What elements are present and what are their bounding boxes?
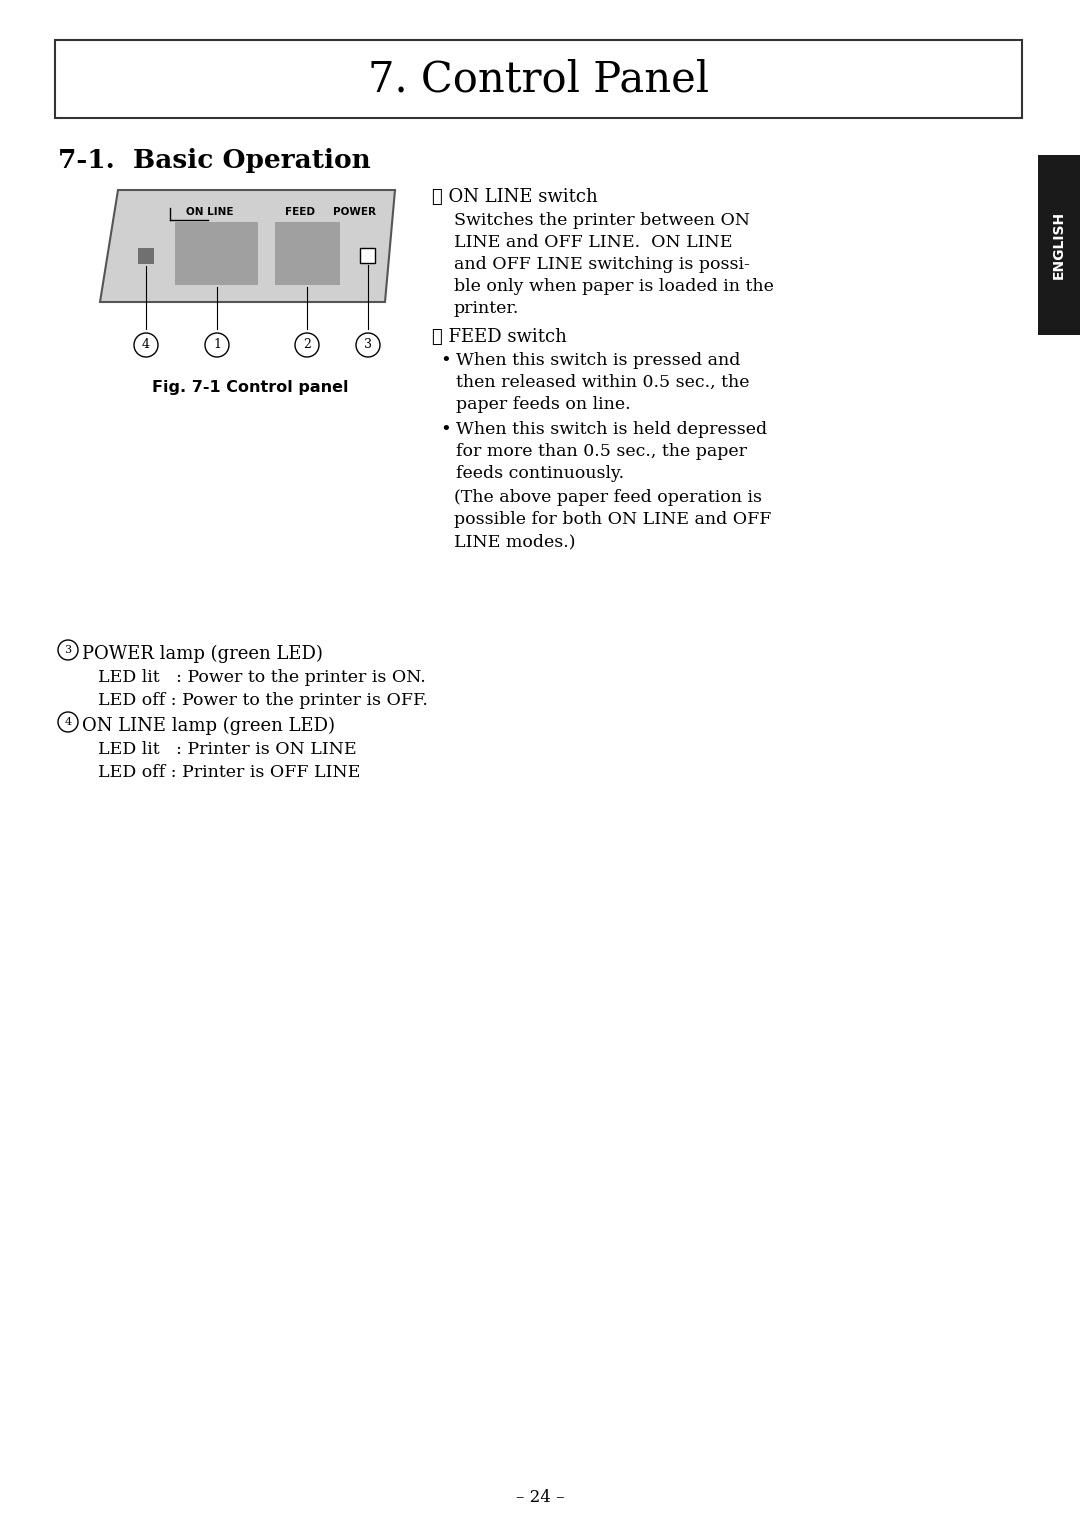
Bar <box>275 222 340 284</box>
Text: ② FEED switch: ② FEED switch <box>432 329 567 346</box>
Text: – 24 –: – 24 – <box>516 1489 564 1506</box>
Text: for more than 0.5 sec., the paper: for more than 0.5 sec., the paper <box>456 443 747 460</box>
Text: LED lit   : Printer is ON LINE: LED lit : Printer is ON LINE <box>98 742 356 758</box>
Text: •: • <box>440 352 450 370</box>
Text: and OFF LINE switching is possi-: and OFF LINE switching is possi- <box>454 255 750 274</box>
Text: 4: 4 <box>65 717 71 726</box>
Text: 2: 2 <box>303 338 311 352</box>
Text: possible for both ON LINE and OFF: possible for both ON LINE and OFF <box>454 511 771 528</box>
Text: 3: 3 <box>65 645 71 654</box>
Text: paper feeds on line.: paper feeds on line. <box>456 396 631 413</box>
Text: LED lit   : Power to the printer is ON.: LED lit : Power to the printer is ON. <box>98 670 426 687</box>
Bar <box>360 248 375 263</box>
Text: 1: 1 <box>213 338 221 352</box>
Text: ENGLISH: ENGLISH <box>1052 211 1066 280</box>
Text: Switches the printer between ON: Switches the printer between ON <box>454 213 750 229</box>
Text: ble only when paper is loaded in the: ble only when paper is loaded in the <box>454 278 774 295</box>
Text: When this switch is pressed and: When this switch is pressed and <box>456 352 741 368</box>
Text: 3: 3 <box>364 338 372 352</box>
Text: LINE and OFF LINE.  ON LINE: LINE and OFF LINE. ON LINE <box>454 234 732 251</box>
Text: LED off : Power to the printer is OFF.: LED off : Power to the printer is OFF. <box>98 693 428 709</box>
Text: Fig. 7-1 Control panel: Fig. 7-1 Control panel <box>152 381 348 394</box>
Text: feeds continuously.: feeds continuously. <box>456 465 624 482</box>
Text: ON LINE: ON LINE <box>186 206 233 217</box>
Bar <box>175 222 258 284</box>
Bar <box>138 248 154 265</box>
Text: POWER lamp (green LED): POWER lamp (green LED) <box>82 645 323 664</box>
Text: (The above paper feed operation is: (The above paper feed operation is <box>454 489 762 506</box>
Text: When this switch is held depressed: When this switch is held depressed <box>456 420 767 437</box>
Text: then released within 0.5 sec., the: then released within 0.5 sec., the <box>456 375 750 391</box>
Text: •: • <box>440 420 450 439</box>
Text: FEED: FEED <box>285 206 315 217</box>
Text: printer.: printer. <box>454 300 519 317</box>
Text: POWER: POWER <box>334 206 377 217</box>
Text: ① ON LINE switch: ① ON LINE switch <box>432 188 597 206</box>
Text: 4: 4 <box>141 338 150 352</box>
Text: LINE modes.): LINE modes.) <box>454 534 576 550</box>
Text: 7-1.  Basic Operation: 7-1. Basic Operation <box>58 148 370 173</box>
Bar <box>55 40 1022 118</box>
Text: 7. Control Panel: 7. Control Panel <box>368 58 710 99</box>
Text: LED off : Printer is OFF LINE: LED off : Printer is OFF LINE <box>98 764 361 781</box>
Polygon shape <box>100 190 395 303</box>
Text: ON LINE lamp (green LED): ON LINE lamp (green LED) <box>82 717 335 735</box>
Bar <box>1038 154 1080 335</box>
